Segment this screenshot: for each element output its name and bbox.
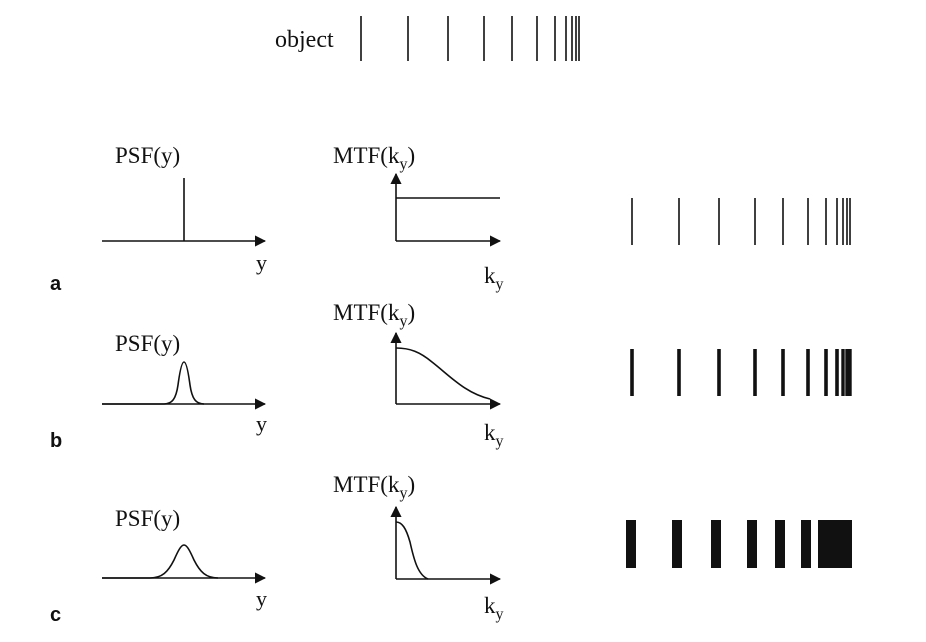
- row-label-b: b: [50, 430, 62, 452]
- object-bar-10: [575, 16, 577, 61]
- image-bar-c-8: [828, 520, 852, 568]
- ky-label-b: ky: [484, 420, 504, 450]
- psf-curve-c: [102, 544, 219, 579]
- image-bar-b-3: [717, 349, 721, 396]
- image-bar-b-4: [753, 349, 757, 396]
- row-label-c: c: [50, 604, 61, 626]
- object-bar-7: [554, 16, 556, 61]
- image-bar-c-4: [747, 520, 757, 568]
- image-bar-c-3: [711, 520, 721, 568]
- image-bar-b-10: [845, 349, 849, 396]
- image-bars-b: [630, 349, 852, 396]
- row-b: PSF(y) y MTF(ky) ky b: [50, 300, 852, 452]
- image-bars-a: [631, 198, 851, 245]
- image-bar-b-8: [835, 349, 839, 396]
- image-bar-b-11: [848, 349, 852, 396]
- image-bar-b-9: [841, 349, 845, 396]
- object-bar-8: [565, 16, 567, 61]
- image-bar-a-1: [631, 198, 633, 245]
- image-bar-a-6: [807, 198, 809, 245]
- image-bar-a-4: [754, 198, 756, 245]
- ky-label-a: ky: [484, 263, 504, 293]
- row-a: PSF(y) y MTF(ky) ky a: [50, 143, 851, 295]
- mtf-label-b: MTF(ky): [333, 300, 415, 330]
- image-bar-a-8: [836, 198, 838, 245]
- row-c: PSF(y) y MTF(ky) ky c: [50, 472, 852, 626]
- object-label: object: [275, 27, 334, 53]
- image-bar-a-11: [849, 198, 851, 245]
- psf-curve-b: [102, 361, 205, 405]
- object-bar-4: [483, 16, 485, 61]
- image-bar-b-2: [677, 349, 681, 396]
- ky-label-c: ky: [484, 593, 504, 623]
- image-bar-c-5: [775, 520, 785, 568]
- image-bar-a-7: [825, 198, 827, 245]
- row-label-a: a: [50, 273, 62, 295]
- image-bars-c: [626, 520, 852, 568]
- image-bar-c-2: [672, 520, 682, 568]
- psf-y-label-c: y: [256, 586, 267, 611]
- image-bar-a-5: [782, 198, 784, 245]
- image-bar-b-1: [630, 349, 634, 396]
- psf-label-c: PSF(y): [115, 506, 180, 531]
- mtf-curve-b: [395, 347, 491, 400]
- image-bar-c-1: [626, 520, 636, 568]
- image-bar-a-9: [842, 198, 844, 245]
- image-bar-a-3: [718, 198, 720, 245]
- image-bar-b-6: [806, 349, 810, 396]
- object-bar-11: [578, 16, 580, 61]
- image-bar-a-10: [846, 198, 848, 245]
- object-bar-5: [511, 16, 513, 61]
- object-bar-1: [360, 16, 362, 61]
- mtf-label-c: MTF(ky): [333, 472, 415, 502]
- object-bar-3: [447, 16, 449, 61]
- psf-y-label-b: y: [256, 411, 267, 436]
- image-bar-c-7: [818, 520, 828, 568]
- image-bar-b-7: [824, 349, 828, 396]
- psf-label-b: PSF(y): [115, 331, 180, 356]
- object-bar-6: [536, 16, 538, 61]
- object-bar-2: [407, 16, 409, 61]
- mtf-curve-c: [395, 521, 429, 580]
- image-bar-c-6: [801, 520, 811, 568]
- mtf-label-a: MTF(ky): [333, 143, 415, 173]
- psf-y-label-a: y: [256, 250, 267, 275]
- psf-label-a: PSF(y): [115, 143, 180, 168]
- image-bar-a-2: [678, 198, 680, 245]
- image-bar-b-5: [781, 349, 785, 396]
- object-bar-pattern: [360, 16, 580, 61]
- object-bar-9: [571, 16, 573, 61]
